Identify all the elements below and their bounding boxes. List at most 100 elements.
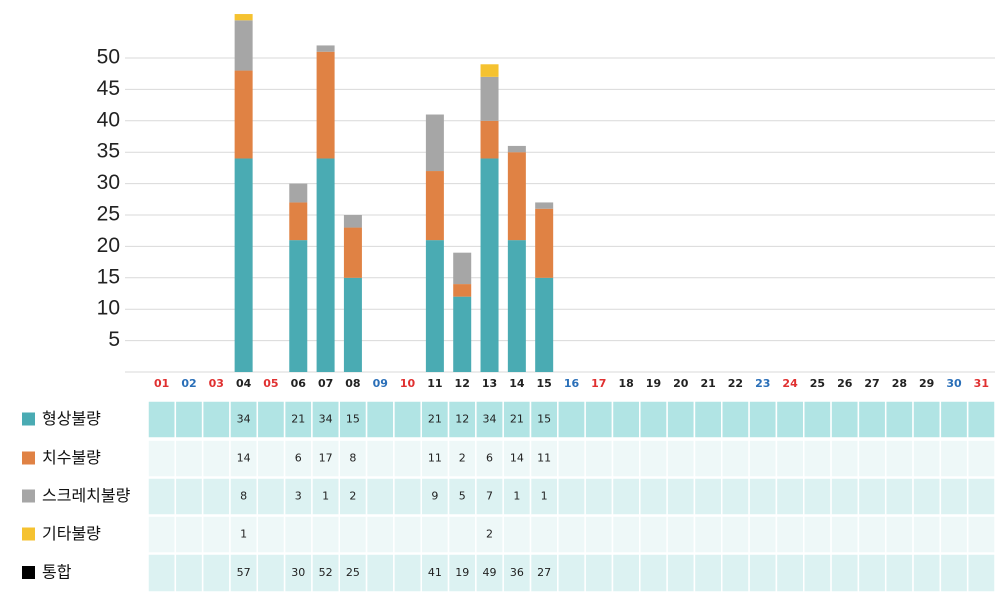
- table-value: 21: [428, 413, 442, 426]
- table-cell: [420, 400, 450, 439]
- table-cell: [393, 515, 422, 554]
- table-cell: [147, 515, 177, 554]
- table-cell: [311, 477, 341, 516]
- legend-label: 기타불량: [42, 524, 101, 543]
- table-cell: [857, 477, 887, 516]
- table-cell: [693, 400, 723, 439]
- bar-segment: [289, 202, 308, 241]
- table-cell: [557, 477, 586, 516]
- table-value: 11: [537, 452, 551, 465]
- table-cell: [775, 477, 805, 516]
- table-cell: [939, 515, 969, 554]
- table-cell: [802, 400, 832, 439]
- bar-segment: [289, 240, 308, 372]
- table-cell: [939, 400, 969, 439]
- table-value: 27: [537, 566, 551, 579]
- table-cell: [666, 553, 696, 593]
- table-cell: [857, 400, 887, 439]
- table-cell: [802, 439, 832, 478]
- table-cell: [639, 553, 668, 593]
- legend-swatch: [22, 527, 35, 541]
- table-value: 1: [541, 490, 548, 503]
- table-cell: [393, 477, 422, 516]
- table-cell: [475, 400, 504, 439]
- table-cell: [721, 400, 750, 439]
- x-tick-label: 15: [537, 377, 552, 390]
- table-value: 2: [459, 452, 466, 465]
- x-tick-label: 08: [345, 377, 360, 390]
- x-tick-label: 29: [919, 377, 934, 390]
- x-tick-label: 22: [728, 377, 743, 390]
- table-cell: [201, 439, 231, 478]
- table-cell: [966, 400, 996, 439]
- table-cell: [802, 553, 832, 593]
- table-value: 6: [295, 452, 302, 465]
- table-cell: [201, 553, 231, 593]
- x-tick-label: 16: [564, 377, 580, 390]
- bar-segment: [507, 152, 526, 241]
- table-cell: [365, 400, 395, 439]
- table-cell: [884, 400, 914, 439]
- table-cell: [338, 400, 368, 439]
- table-cell: [721, 553, 750, 593]
- legend-label: 통합: [42, 563, 72, 582]
- table-cell: [666, 439, 696, 478]
- x-tick-label: 27: [864, 377, 879, 390]
- table-cell: [283, 553, 313, 593]
- table-cell: [447, 400, 477, 439]
- table-cell: [174, 515, 204, 554]
- table-cell: [912, 553, 942, 593]
- table-value: 3: [295, 490, 302, 503]
- table-cell: [529, 553, 559, 593]
- table-cell: [393, 400, 422, 439]
- table-value: 5: [459, 490, 466, 503]
- table-cell: [283, 400, 313, 439]
- table-value: 21: [291, 413, 305, 426]
- x-tick-label: 09: [373, 377, 388, 390]
- table-cell: [174, 477, 204, 516]
- table-value: 36: [510, 566, 524, 579]
- table-cell: [611, 553, 641, 593]
- bar-segment: [343, 227, 362, 278]
- table-value: 8: [349, 452, 356, 465]
- table-cell: [966, 553, 996, 593]
- table-cell: [201, 515, 231, 554]
- table-cell: [338, 477, 368, 516]
- x-tick-label: 21: [700, 377, 715, 390]
- table-cell: [283, 515, 313, 554]
- table-cell: [693, 515, 723, 554]
- table-cell: [393, 553, 422, 593]
- table-value: 14: [237, 452, 251, 465]
- table-cell: [611, 477, 641, 516]
- table-cell: [557, 515, 586, 554]
- table-cell: [857, 439, 887, 478]
- x-tick-label: 05: [263, 377, 278, 390]
- x-tick-label: 04: [236, 377, 252, 390]
- table-cell: [557, 439, 586, 478]
- table-cell: [693, 477, 723, 516]
- x-tick-label: 17: [591, 377, 606, 390]
- table-cell: [256, 439, 286, 478]
- table-cell: [584, 400, 614, 439]
- bar-segment: [507, 145, 526, 153]
- table-value: 12: [455, 413, 469, 426]
- x-tick-label: 02: [181, 377, 196, 390]
- table-cell: [201, 400, 231, 439]
- table-cell: [256, 515, 286, 554]
- table-cell: [830, 439, 860, 478]
- table-cell: [639, 439, 668, 478]
- x-tick-label: 26: [837, 377, 853, 390]
- y-tick-label: 10: [97, 297, 120, 320]
- table-cell: [529, 477, 559, 516]
- table-cell: [830, 515, 860, 554]
- table-cell: [365, 439, 395, 478]
- legend-label: 스크레치불량: [42, 486, 131, 505]
- bar-segment: [425, 240, 444, 372]
- table-cell: [966, 439, 996, 478]
- table-cell: [147, 400, 177, 439]
- table-cell: [475, 553, 504, 593]
- bar-segment: [453, 252, 472, 285]
- table-cell: [666, 515, 696, 554]
- table-cell: [283, 477, 313, 516]
- table-value: 15: [537, 413, 551, 426]
